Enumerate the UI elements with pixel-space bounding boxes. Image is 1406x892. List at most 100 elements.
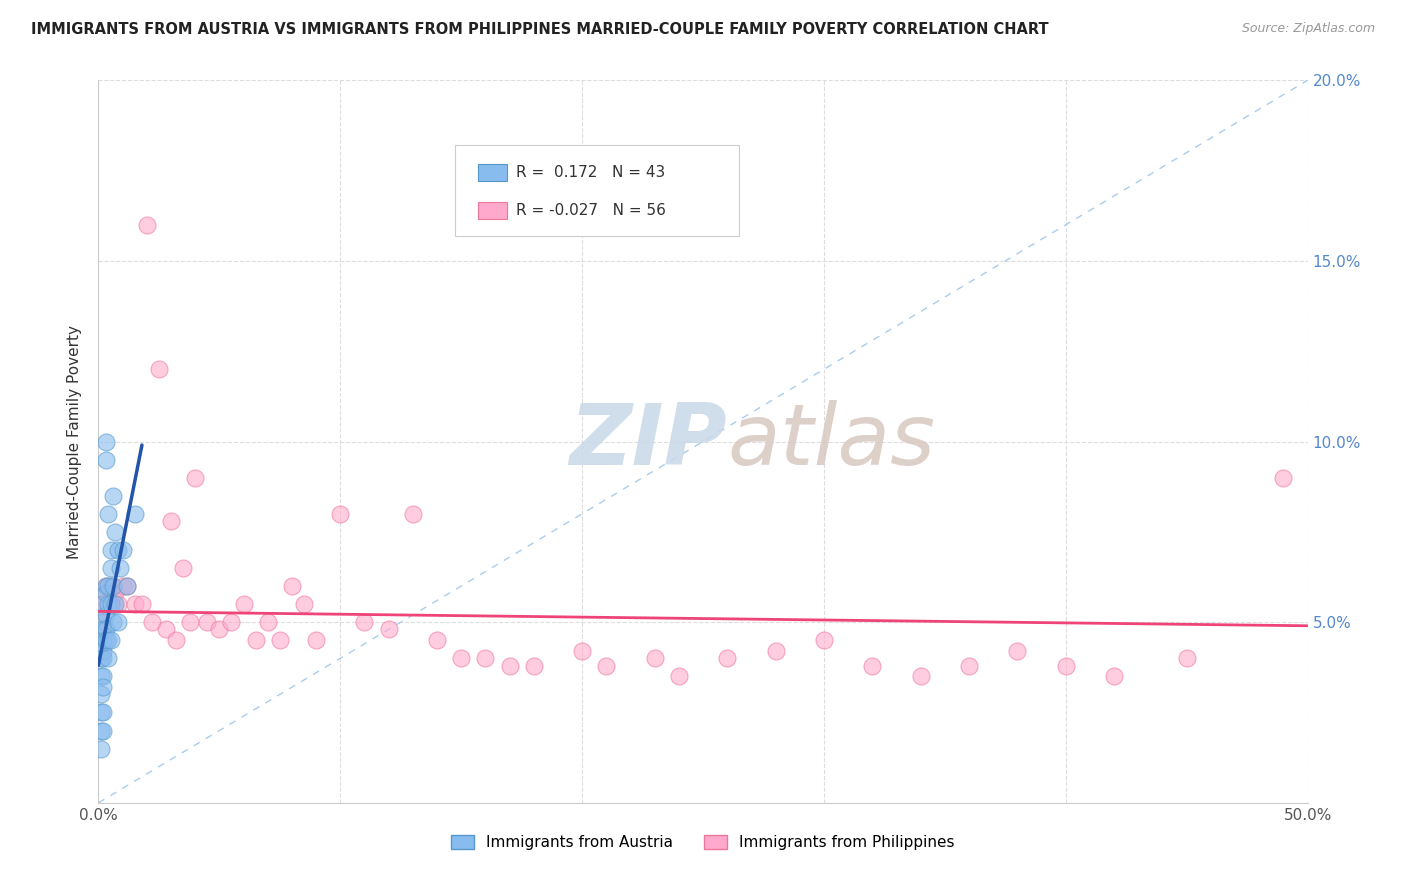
- Point: [221, 615, 243, 630]
- Point: [172, 561, 194, 575]
- Point: [1007, 644, 1029, 658]
- Point: [184, 471, 207, 485]
- Point: [91, 669, 114, 683]
- Point: [101, 597, 124, 611]
- Point: [94, 633, 117, 648]
- Point: [91, 706, 114, 720]
- Point: [100, 633, 122, 648]
- Point: [91, 623, 114, 637]
- Point: [91, 680, 114, 694]
- Point: [100, 597, 122, 611]
- Point: [94, 579, 117, 593]
- Point: [910, 669, 932, 683]
- Legend: Immigrants from Austria, Immigrants from Philippines: Immigrants from Austria, Immigrants from…: [446, 830, 960, 856]
- Point: [160, 514, 183, 528]
- Point: [523, 658, 546, 673]
- Point: [595, 658, 617, 673]
- Point: [94, 579, 117, 593]
- Point: [813, 633, 835, 648]
- Point: [94, 623, 117, 637]
- Point: [195, 615, 218, 630]
- Point: [716, 651, 738, 665]
- Point: [100, 561, 122, 575]
- Text: R = -0.027   N = 56: R = -0.027 N = 56: [516, 202, 665, 218]
- Point: [117, 579, 139, 593]
- Point: [353, 615, 375, 630]
- Point: [101, 579, 124, 593]
- Point: [1175, 651, 1198, 665]
- Text: R =  0.172   N = 43: R = 0.172 N = 43: [516, 165, 665, 180]
- Point: [305, 633, 328, 648]
- Point: [94, 586, 117, 600]
- Point: [107, 542, 129, 557]
- Y-axis label: Married-Couple Family Poverty: Married-Couple Family Poverty: [67, 325, 83, 558]
- Point: [90, 597, 112, 611]
- Point: [97, 633, 120, 648]
- Point: [117, 579, 139, 593]
- Point: [292, 597, 315, 611]
- Point: [97, 651, 120, 665]
- Point: [124, 597, 146, 611]
- Point: [165, 633, 187, 648]
- Point: [97, 507, 120, 521]
- Point: [957, 658, 980, 673]
- Text: atlas: atlas: [727, 400, 935, 483]
- Point: [111, 579, 134, 593]
- Point: [141, 615, 163, 630]
- FancyBboxPatch shape: [456, 145, 740, 235]
- Point: [107, 615, 129, 630]
- FancyBboxPatch shape: [478, 202, 508, 219]
- Point: [329, 507, 352, 521]
- Point: [90, 669, 112, 683]
- Point: [91, 651, 114, 665]
- Text: ZIP: ZIP: [569, 400, 727, 483]
- Text: IMMIGRANTS FROM AUSTRIA VS IMMIGRANTS FROM PHILIPPINES MARRIED-COUPLE FAMILY POV: IMMIGRANTS FROM AUSTRIA VS IMMIGRANTS FR…: [31, 22, 1049, 37]
- Point: [256, 615, 278, 630]
- Point: [232, 597, 254, 611]
- Point: [94, 607, 117, 622]
- Point: [104, 597, 127, 611]
- Point: [90, 706, 112, 720]
- Point: [402, 507, 425, 521]
- Point: [860, 658, 883, 673]
- Point: [179, 615, 201, 630]
- Point: [90, 651, 112, 665]
- FancyBboxPatch shape: [478, 164, 508, 181]
- Point: [101, 615, 124, 630]
- Point: [101, 489, 124, 503]
- Point: [100, 542, 122, 557]
- Point: [90, 615, 112, 630]
- Point: [104, 524, 127, 539]
- Point: [1102, 669, 1125, 683]
- Point: [377, 623, 399, 637]
- Point: [90, 723, 112, 738]
- Point: [498, 658, 520, 673]
- Point: [668, 669, 690, 683]
- Point: [148, 362, 170, 376]
- Point: [208, 623, 231, 637]
- Point: [644, 651, 666, 665]
- Point: [97, 586, 120, 600]
- Point: [765, 644, 787, 658]
- Point: [111, 542, 134, 557]
- Point: [571, 644, 593, 658]
- Point: [155, 623, 177, 637]
- Point: [1054, 658, 1077, 673]
- Point: [90, 687, 112, 701]
- Point: [97, 597, 120, 611]
- Point: [94, 434, 117, 449]
- Point: [91, 723, 114, 738]
- Point: [269, 633, 291, 648]
- Point: [450, 651, 472, 665]
- Point: [1272, 471, 1295, 485]
- Point: [91, 597, 114, 611]
- Point: [108, 561, 131, 575]
- Point: [107, 597, 129, 611]
- Point: [91, 644, 114, 658]
- Point: [131, 597, 153, 611]
- Point: [124, 507, 146, 521]
- Point: [474, 651, 496, 665]
- Point: [281, 579, 304, 593]
- Point: [426, 633, 449, 648]
- Point: [91, 615, 114, 630]
